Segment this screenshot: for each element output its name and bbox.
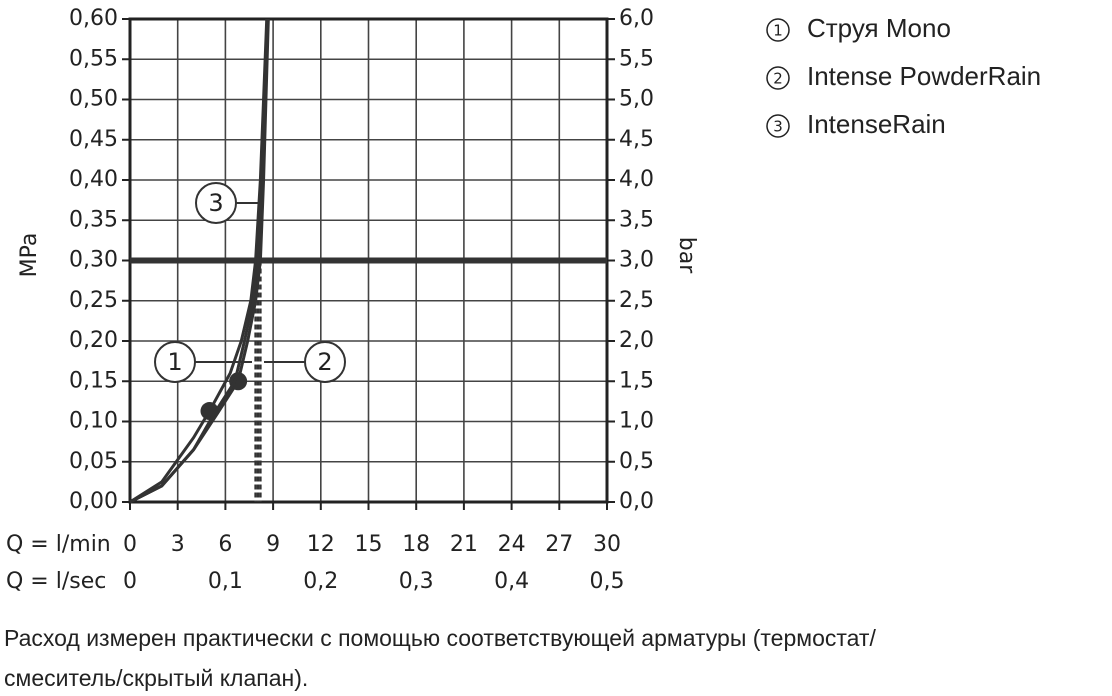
- x2-tick-label: 0: [123, 569, 137, 594]
- x-tick-label: 15: [355, 532, 383, 557]
- x-tick-label: 3: [171, 532, 185, 557]
- x-tick-label: 27: [545, 532, 573, 557]
- y-axis-label: MPa: [17, 233, 42, 278]
- x-tick-label: 6: [218, 532, 232, 557]
- legend-symbol-label: 2: [773, 70, 783, 88]
- legend-symbol: [766, 18, 790, 42]
- callout-circle: [154, 341, 196, 383]
- x2-tick-label: 0,2: [303, 569, 338, 594]
- y-tick-label: 0,30: [69, 248, 118, 273]
- x2-tick-label: 0,1: [208, 569, 243, 594]
- note-line: Расход измерен практически с помощью соо…: [4, 625, 876, 651]
- legend-symbol: [766, 114, 790, 138]
- x2-tick-label: 0,3: [399, 569, 434, 594]
- y2-tick-label: 3,5: [619, 207, 654, 232]
- x-tick-label: 0: [123, 532, 137, 557]
- x-tick-label: 30: [593, 532, 621, 557]
- y-tick-label: 0,55: [69, 46, 118, 71]
- y2-axis-label: bar: [674, 237, 699, 274]
- y-tick-label: 0,05: [69, 449, 118, 474]
- y-tick-label: 0,25: [69, 288, 118, 313]
- callout-label: 1: [167, 348, 182, 376]
- note-line: смеситель/скрытый клапан).: [4, 665, 308, 691]
- y2-tick-label: 0,5: [619, 449, 654, 474]
- y-tick-label: 0,40: [69, 167, 118, 192]
- flow-curve: [129, 18, 270, 504]
- legend-label: Струя Mono: [807, 13, 951, 43]
- x-tick-label: 18: [402, 532, 430, 557]
- x-axis-label: Q = l/min: [6, 532, 111, 557]
- x2-axis-label: Q = l/sec: [6, 569, 106, 594]
- callout-label: 2: [317, 348, 332, 376]
- legend-symbol-label: 1: [773, 22, 783, 40]
- y2-tick-label: 1,0: [619, 409, 654, 434]
- y-tick-label: 0,35: [69, 207, 118, 232]
- y2-tick-label: 1,5: [619, 368, 654, 393]
- x-tick-label: 12: [307, 532, 335, 557]
- y-tick-label: 0,00: [69, 489, 118, 514]
- x-tick-label: 21: [450, 532, 478, 557]
- y2-tick-label: 3,0: [619, 248, 654, 273]
- y2-tick-label: 2,5: [619, 288, 654, 313]
- y2-tick-label: 6,0: [619, 6, 654, 31]
- x-tick-label: 9: [266, 532, 280, 557]
- y-tick-label: 0,15: [69, 368, 118, 393]
- y-tick-label: 0,50: [69, 87, 118, 112]
- y-tick-label: 0,10: [69, 409, 118, 434]
- y2-tick-label: 5,5: [619, 46, 654, 71]
- legend-symbol: [766, 66, 790, 90]
- legend-symbol-label: 3: [773, 118, 783, 136]
- flow-curve: [129, 18, 269, 504]
- y2-tick-label: 0,0: [619, 489, 654, 514]
- y-tick-label: 0,45: [69, 127, 118, 152]
- callout-circle: [304, 341, 346, 383]
- y-tick-label: 0,60: [69, 6, 118, 31]
- y2-tick-label: 4,5: [619, 127, 654, 152]
- callout-label: 3: [208, 189, 223, 217]
- y2-tick-label: 2,0: [619, 328, 654, 353]
- x-tick-label: 24: [498, 532, 526, 557]
- y2-tick-label: 5,0: [619, 87, 654, 112]
- callout-circle: [195, 182, 237, 224]
- y2-tick-label: 4,0: [619, 167, 654, 192]
- y-tick-label: 0,20: [69, 328, 118, 353]
- legend-label: Intense PowderRain: [807, 61, 1041, 91]
- legend-label: IntenseRain: [807, 109, 946, 139]
- x2-tick-label: 0,5: [590, 569, 625, 594]
- x2-tick-label: 0,4: [494, 569, 529, 594]
